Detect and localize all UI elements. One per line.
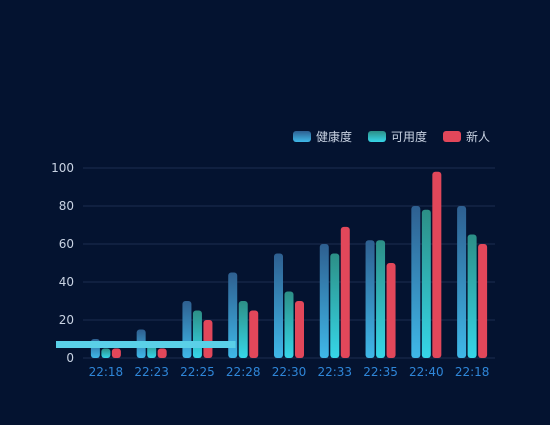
- x-tick-label: 22:30: [272, 365, 307, 379]
- legend-swatch: [368, 131, 386, 142]
- x-tick-label: 22:33: [317, 365, 352, 379]
- legend-label: 新人: [466, 129, 490, 144]
- bar-可用度-22:18: [101, 348, 111, 358]
- bar-可用度-22:28: [238, 301, 248, 358]
- bar-新人-22:40: [432, 171, 442, 358]
- bar-可用度-22:35: [376, 240, 386, 358]
- overlay-bar: [56, 341, 236, 348]
- bar-可用度-22:18: [467, 234, 477, 358]
- x-tick-label: 22:18: [455, 365, 490, 379]
- bar-健康度-22:33: [319, 244, 329, 358]
- y-tick-label: 20: [59, 313, 74, 327]
- y-tick-label: 100: [51, 161, 74, 175]
- bars: [90, 171, 488, 358]
- bar-新人-22:30: [295, 301, 304, 358]
- bar-可用度-22:25: [192, 310, 202, 358]
- bar-新人-22:25: [203, 320, 213, 358]
- bar-健康度-22:25: [182, 301, 192, 358]
- legend: 健康度 可用度 新人: [293, 129, 490, 144]
- bar-新人-22:23: [157, 348, 167, 358]
- legend-label: 可用度: [391, 129, 427, 144]
- y-tick-label: 60: [59, 237, 74, 251]
- bar-可用度-22:33: [330, 253, 340, 358]
- bar-新人-22:35: [386, 263, 396, 358]
- bar-新人-22:28: [249, 310, 259, 358]
- bar-健康度-22:18: [457, 206, 467, 358]
- bar-健康度-22:35: [365, 240, 375, 358]
- x-axis-ticks: 22:18 22:23 22:25 22:28 22:30 22:33 22:35 22:40…: [89, 365, 490, 379]
- y-axis-ticks: 0 20 40 60 80 100: [51, 161, 74, 365]
- bar-可用度-22:30: [284, 291, 294, 358]
- bar-新人-22:18: [478, 244, 488, 358]
- y-tick-label: 40: [59, 275, 74, 289]
- legend-swatch: [443, 131, 461, 142]
- bar-新人-22:18: [111, 348, 121, 358]
- bar-新人-22:33: [340, 226, 350, 358]
- bar-健康度-22:30: [274, 253, 283, 358]
- x-tick-label: 22:28: [226, 365, 261, 379]
- y-tick-label: 80: [59, 199, 74, 213]
- bar-可用度-22:40: [421, 209, 431, 358]
- y-tick-label: 0: [66, 351, 74, 365]
- x-tick-label: 22:18: [89, 365, 124, 379]
- x-tick-label: 22:25: [180, 365, 215, 379]
- bar-健康度-22:40: [411, 206, 421, 358]
- legend-swatch: [293, 131, 311, 142]
- x-tick-label: 22:40: [409, 365, 444, 379]
- legend-label: 健康度: [316, 129, 352, 144]
- x-tick-label: 22:35: [363, 365, 398, 379]
- x-tick-label: 22:23: [134, 365, 169, 379]
- bar-健康度-22:28: [228, 272, 238, 358]
- scroll-bar-overlay: [56, 341, 236, 348]
